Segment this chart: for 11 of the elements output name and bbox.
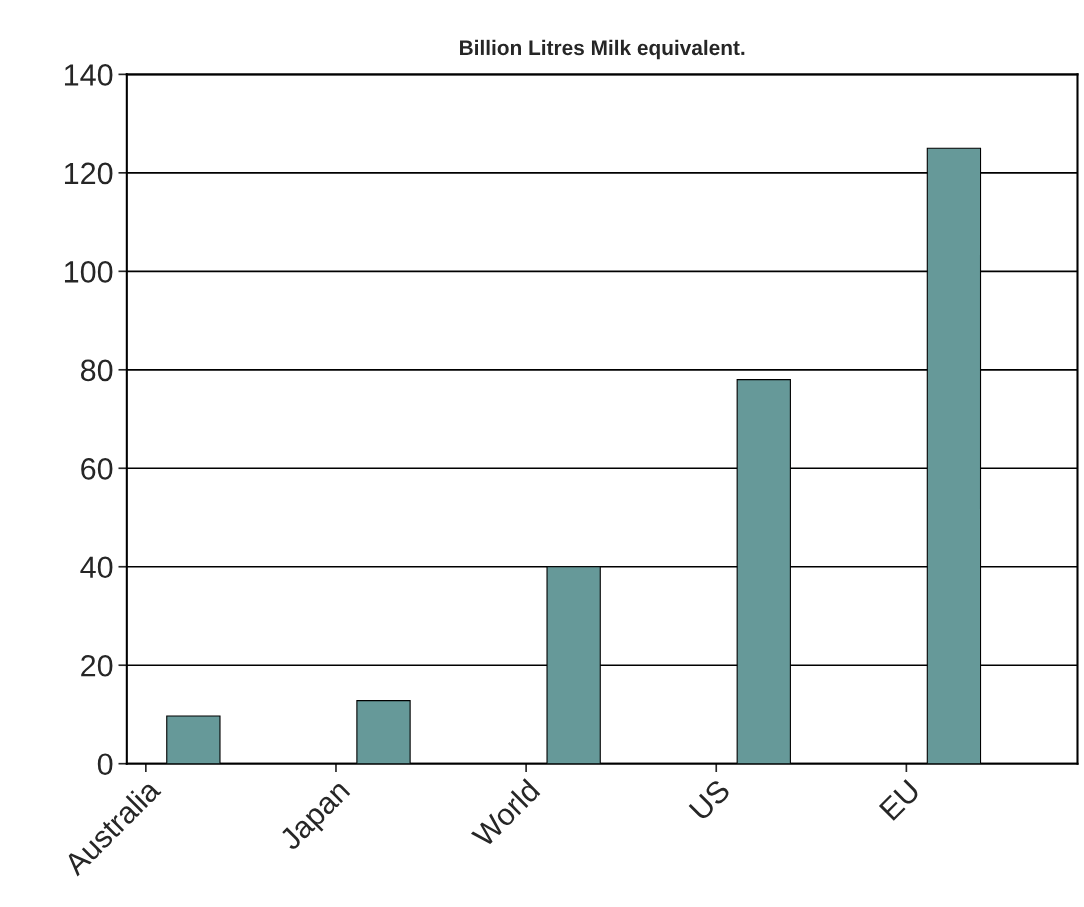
y-tick-label: 40 [80,556,113,579]
y-tick-label: 140 [64,64,113,86]
chart-title: Billion Litres Milk equivalent. [460,39,745,60]
y-tick-label: 60 [81,458,113,480]
x-tick-label: US [688,778,732,822]
y-tick-label: 120 [64,162,113,185]
y-tick-label: 0 [97,753,113,776]
x-tick-label: EU [878,779,921,821]
y-tick-label: 20 [81,654,113,677]
y-tick-label: 100 [64,261,113,283]
y-tick-label: 80 [80,359,113,382]
